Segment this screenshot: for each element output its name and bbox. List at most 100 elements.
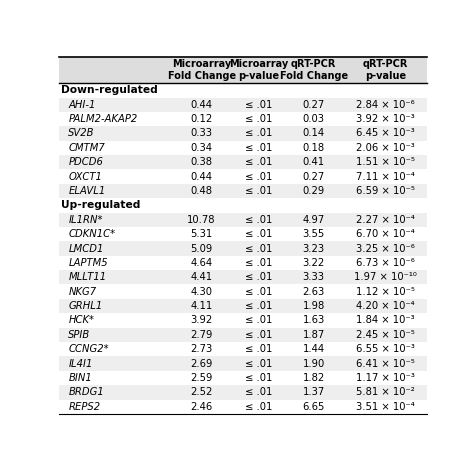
Text: qRT-PCR
p-value: qRT-PCR p-value [363, 59, 408, 81]
Bar [59, 371, 427, 385]
Text: ≤ .01: ≤ .01 [245, 330, 272, 340]
Text: 3.92: 3.92 [191, 315, 213, 326]
Text: IL1RN*: IL1RN* [68, 215, 103, 225]
Bar [59, 126, 427, 141]
Text: CMTM7: CMTM7 [68, 143, 105, 153]
Text: CCNG2*: CCNG2* [68, 344, 109, 354]
Text: 3.55: 3.55 [302, 229, 325, 239]
Text: SPIB: SPIB [68, 330, 91, 340]
Text: 6.59 × 10⁻⁵: 6.59 × 10⁻⁵ [356, 186, 415, 196]
Text: ≤ .01: ≤ .01 [245, 100, 272, 109]
Text: ≤ .01: ≤ .01 [245, 229, 272, 239]
Text: 0.44: 0.44 [191, 100, 213, 109]
Text: 0.44: 0.44 [191, 172, 213, 182]
Text: 4.11: 4.11 [191, 301, 213, 311]
Bar [59, 255, 427, 270]
Bar [59, 198, 427, 212]
Text: 4.64: 4.64 [191, 258, 213, 268]
Bar [59, 313, 427, 328]
Text: HCK*: HCK* [68, 315, 94, 326]
Text: ≤ .01: ≤ .01 [245, 301, 272, 311]
Text: 2.52: 2.52 [191, 387, 213, 397]
Bar [59, 356, 427, 371]
Bar [59, 342, 427, 356]
Text: 0.38: 0.38 [191, 157, 213, 167]
Text: 2.84 × 10⁻⁶: 2.84 × 10⁻⁶ [356, 100, 415, 109]
Text: GRHL1: GRHL1 [68, 301, 103, 311]
Bar [59, 212, 427, 227]
Text: 2.45 × 10⁻⁵: 2.45 × 10⁻⁵ [356, 330, 415, 340]
Text: ≤ .01: ≤ .01 [245, 244, 272, 254]
Text: ≤ .01: ≤ .01 [245, 373, 272, 383]
Bar [59, 98, 427, 112]
Text: 0.29: 0.29 [302, 186, 325, 196]
Text: 1.87: 1.87 [302, 330, 325, 340]
Text: 0.27: 0.27 [302, 100, 325, 109]
Text: 1.44: 1.44 [302, 344, 325, 354]
Text: Microarray
Fold Change: Microarray Fold Change [167, 59, 236, 81]
Bar [59, 299, 427, 313]
Text: 2.27 × 10⁻⁴: 2.27 × 10⁻⁴ [356, 215, 415, 225]
Text: 1.98: 1.98 [302, 301, 325, 311]
Text: 3.22: 3.22 [302, 258, 325, 268]
Text: 2.63: 2.63 [302, 287, 325, 297]
Text: 0.34: 0.34 [191, 143, 213, 153]
Text: MLLT11: MLLT11 [68, 272, 107, 283]
Text: 0.48: 0.48 [191, 186, 213, 196]
Bar [59, 112, 427, 126]
Bar [59, 284, 427, 299]
Text: 1.63: 1.63 [302, 315, 325, 326]
Bar [59, 169, 427, 184]
Text: Microarray
p-value: Microarray p-value [229, 59, 288, 81]
Text: IL4I1: IL4I1 [68, 358, 93, 369]
Text: 6.65: 6.65 [302, 401, 325, 412]
Bar [59, 155, 427, 169]
Text: BRDG1: BRDG1 [68, 387, 104, 397]
Text: ≤ .01: ≤ .01 [245, 287, 272, 297]
Text: 1.97 × 10⁻¹⁰: 1.97 × 10⁻¹⁰ [354, 272, 417, 283]
Text: 1.12 × 10⁻⁵: 1.12 × 10⁻⁵ [356, 287, 415, 297]
Text: ELAVL1: ELAVL1 [68, 186, 106, 196]
Text: CDKN1C*: CDKN1C* [68, 229, 116, 239]
Bar [59, 184, 427, 198]
Text: PALM2-AKAP2: PALM2-AKAP2 [68, 114, 137, 124]
Text: 5.09: 5.09 [191, 244, 213, 254]
Text: 3.33: 3.33 [302, 272, 325, 283]
Text: 2.79: 2.79 [191, 330, 213, 340]
Text: 0.18: 0.18 [302, 143, 325, 153]
Text: Up-regulated: Up-regulated [61, 201, 140, 210]
Text: BIN1: BIN1 [68, 373, 92, 383]
Text: ≤ .01: ≤ .01 [245, 157, 272, 167]
Text: 5.81 × 10⁻²: 5.81 × 10⁻² [356, 387, 415, 397]
Text: 6.70 × 10⁻⁴: 6.70 × 10⁻⁴ [356, 229, 415, 239]
Text: 1.90: 1.90 [302, 358, 325, 369]
Text: LAPTM5: LAPTM5 [68, 258, 108, 268]
Text: 4.41: 4.41 [191, 272, 213, 283]
Bar [59, 141, 427, 155]
Text: 3.25 × 10⁻⁶: 3.25 × 10⁻⁶ [356, 244, 415, 254]
Bar [59, 385, 427, 400]
Text: 1.84 × 10⁻³: 1.84 × 10⁻³ [356, 315, 415, 326]
Text: 0.12: 0.12 [191, 114, 213, 124]
Text: 5.31: 5.31 [191, 229, 213, 239]
Text: 0.14: 0.14 [302, 128, 325, 138]
Text: PDCD6: PDCD6 [68, 157, 103, 167]
Text: ≤ .01: ≤ .01 [245, 128, 272, 138]
Text: 0.41: 0.41 [302, 157, 325, 167]
Text: ≤ .01: ≤ .01 [245, 401, 272, 412]
Text: 2.69: 2.69 [191, 358, 213, 369]
Text: ≤ .01: ≤ .01 [245, 358, 272, 369]
Text: ≤ .01: ≤ .01 [245, 172, 272, 182]
Bar [59, 328, 427, 342]
Text: ≤ .01: ≤ .01 [245, 258, 272, 268]
Text: ≤ .01: ≤ .01 [245, 215, 272, 225]
Text: OXCT1: OXCT1 [68, 172, 102, 182]
Text: LMCD1: LMCD1 [68, 244, 104, 254]
Text: 1.82: 1.82 [302, 373, 325, 383]
Bar [59, 270, 427, 284]
Text: 4.97: 4.97 [302, 215, 325, 225]
Text: qRT-PCR
Fold Change: qRT-PCR Fold Change [280, 59, 348, 81]
Text: 3.23: 3.23 [302, 244, 325, 254]
Text: 10.78: 10.78 [187, 215, 216, 225]
Text: ≤ .01: ≤ .01 [245, 186, 272, 196]
